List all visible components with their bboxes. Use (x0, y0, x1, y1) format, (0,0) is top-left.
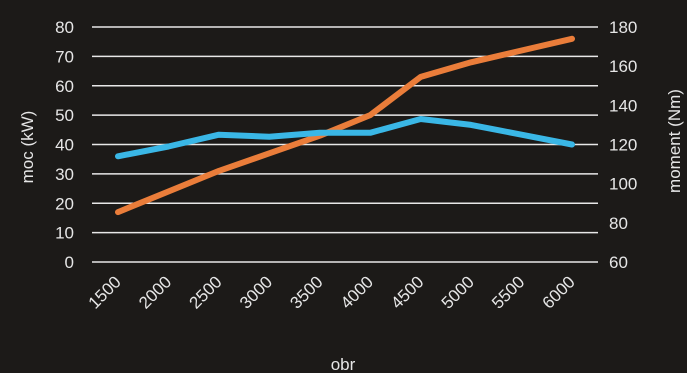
right-tick-label: 180 (609, 18, 637, 37)
left-tick-label: 10 (55, 224, 74, 243)
x-axis-ticks: 1500 2000 2500 3000 3500 4000 4500 5000 5500 6000 (85, 272, 579, 312)
left-tick-label: 30 (55, 165, 74, 184)
x-tick-label: 3000 (236, 272, 276, 312)
right-tick-label: 140 (609, 96, 637, 115)
series-line-1 (115, 35, 575, 216)
right-tick-label: 60 (609, 253, 628, 272)
x-tick-label: 4500 (387, 272, 427, 312)
left-tick-label: 50 (55, 106, 74, 125)
x-axis-title: obr (331, 355, 356, 373)
x-tick-label: 5500 (488, 272, 528, 312)
left-axis-ticks: 0 10 20 30 40 50 60 70 80 (55, 18, 74, 272)
x-tick-label: 4000 (337, 272, 377, 312)
x-tick-label: 6000 (539, 272, 579, 312)
left-tick-label: 60 (55, 77, 74, 96)
x-tick-label: 5000 (438, 272, 478, 312)
series-lines (115, 35, 575, 216)
left-tick-label: 80 (55, 18, 74, 37)
x-tick-label: 2500 (186, 272, 226, 312)
x-tick-label: 3500 (286, 272, 326, 312)
right-axis-title: moment (Nm) (665, 89, 684, 193)
x-tick-label: 2000 (135, 272, 175, 312)
right-tick-label: 120 (609, 136, 637, 155)
right-tick-label: 100 (609, 175, 637, 194)
left-tick-label: 0 (65, 253, 74, 272)
left-tick-label: 20 (55, 194, 74, 213)
left-axis-title: moc (kW) (18, 111, 37, 184)
left-tick-label: 40 (55, 136, 74, 155)
right-axis-ticks: 60 80 100 120 140 160 180 (609, 18, 637, 272)
x-tick-label: 1500 (85, 272, 125, 312)
right-tick-label: 80 (609, 214, 628, 233)
right-tick-label: 160 (609, 57, 637, 76)
series-line-2 (115, 116, 575, 160)
left-tick-label: 70 (55, 47, 74, 66)
